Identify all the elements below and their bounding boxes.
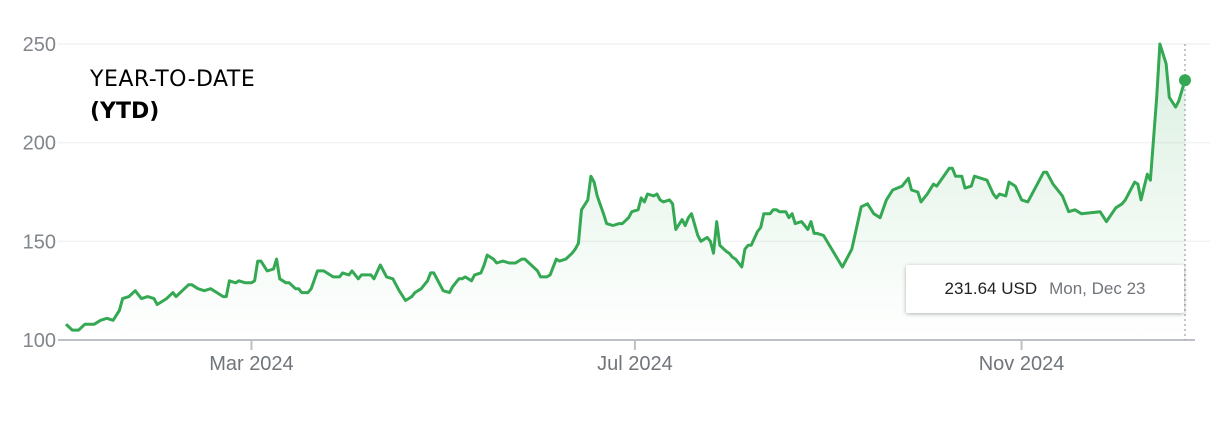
chart-period-title: YEAR-TO-DATE (YTD)	[90, 64, 255, 128]
price-line[interactable]	[64, 42, 1187, 332]
period-abbrev: (YTD)	[90, 99, 160, 124]
y-tick-label: 250	[23, 34, 56, 56]
x-tick-label: Jul 2024	[597, 353, 673, 375]
tooltip-price: 231.64 USD	[944, 279, 1038, 298]
y-tick-label: 100	[23, 330, 56, 352]
hover-tooltip: 231.64 USD Mon, Dec 23	[906, 265, 1184, 313]
y-tick-label: 150	[23, 231, 56, 253]
period-label: YEAR-TO-DATE	[90, 67, 256, 92]
x-axis-ticks: Mar 2024 Jul 2024 Nov 2024	[209, 340, 1064, 375]
y-tick-label: 200	[23, 133, 56, 155]
hover-point-marker	[1179, 74, 1191, 87]
x-tick-label: Nov 2024	[979, 353, 1065, 375]
y-axis-labels: 100 150 200 250	[23, 34, 56, 352]
price-area-fill	[66, 44, 1185, 340]
tooltip-date: Mon, Dec 23	[1049, 279, 1146, 298]
x-tick-label: Mar 2024	[209, 353, 294, 375]
